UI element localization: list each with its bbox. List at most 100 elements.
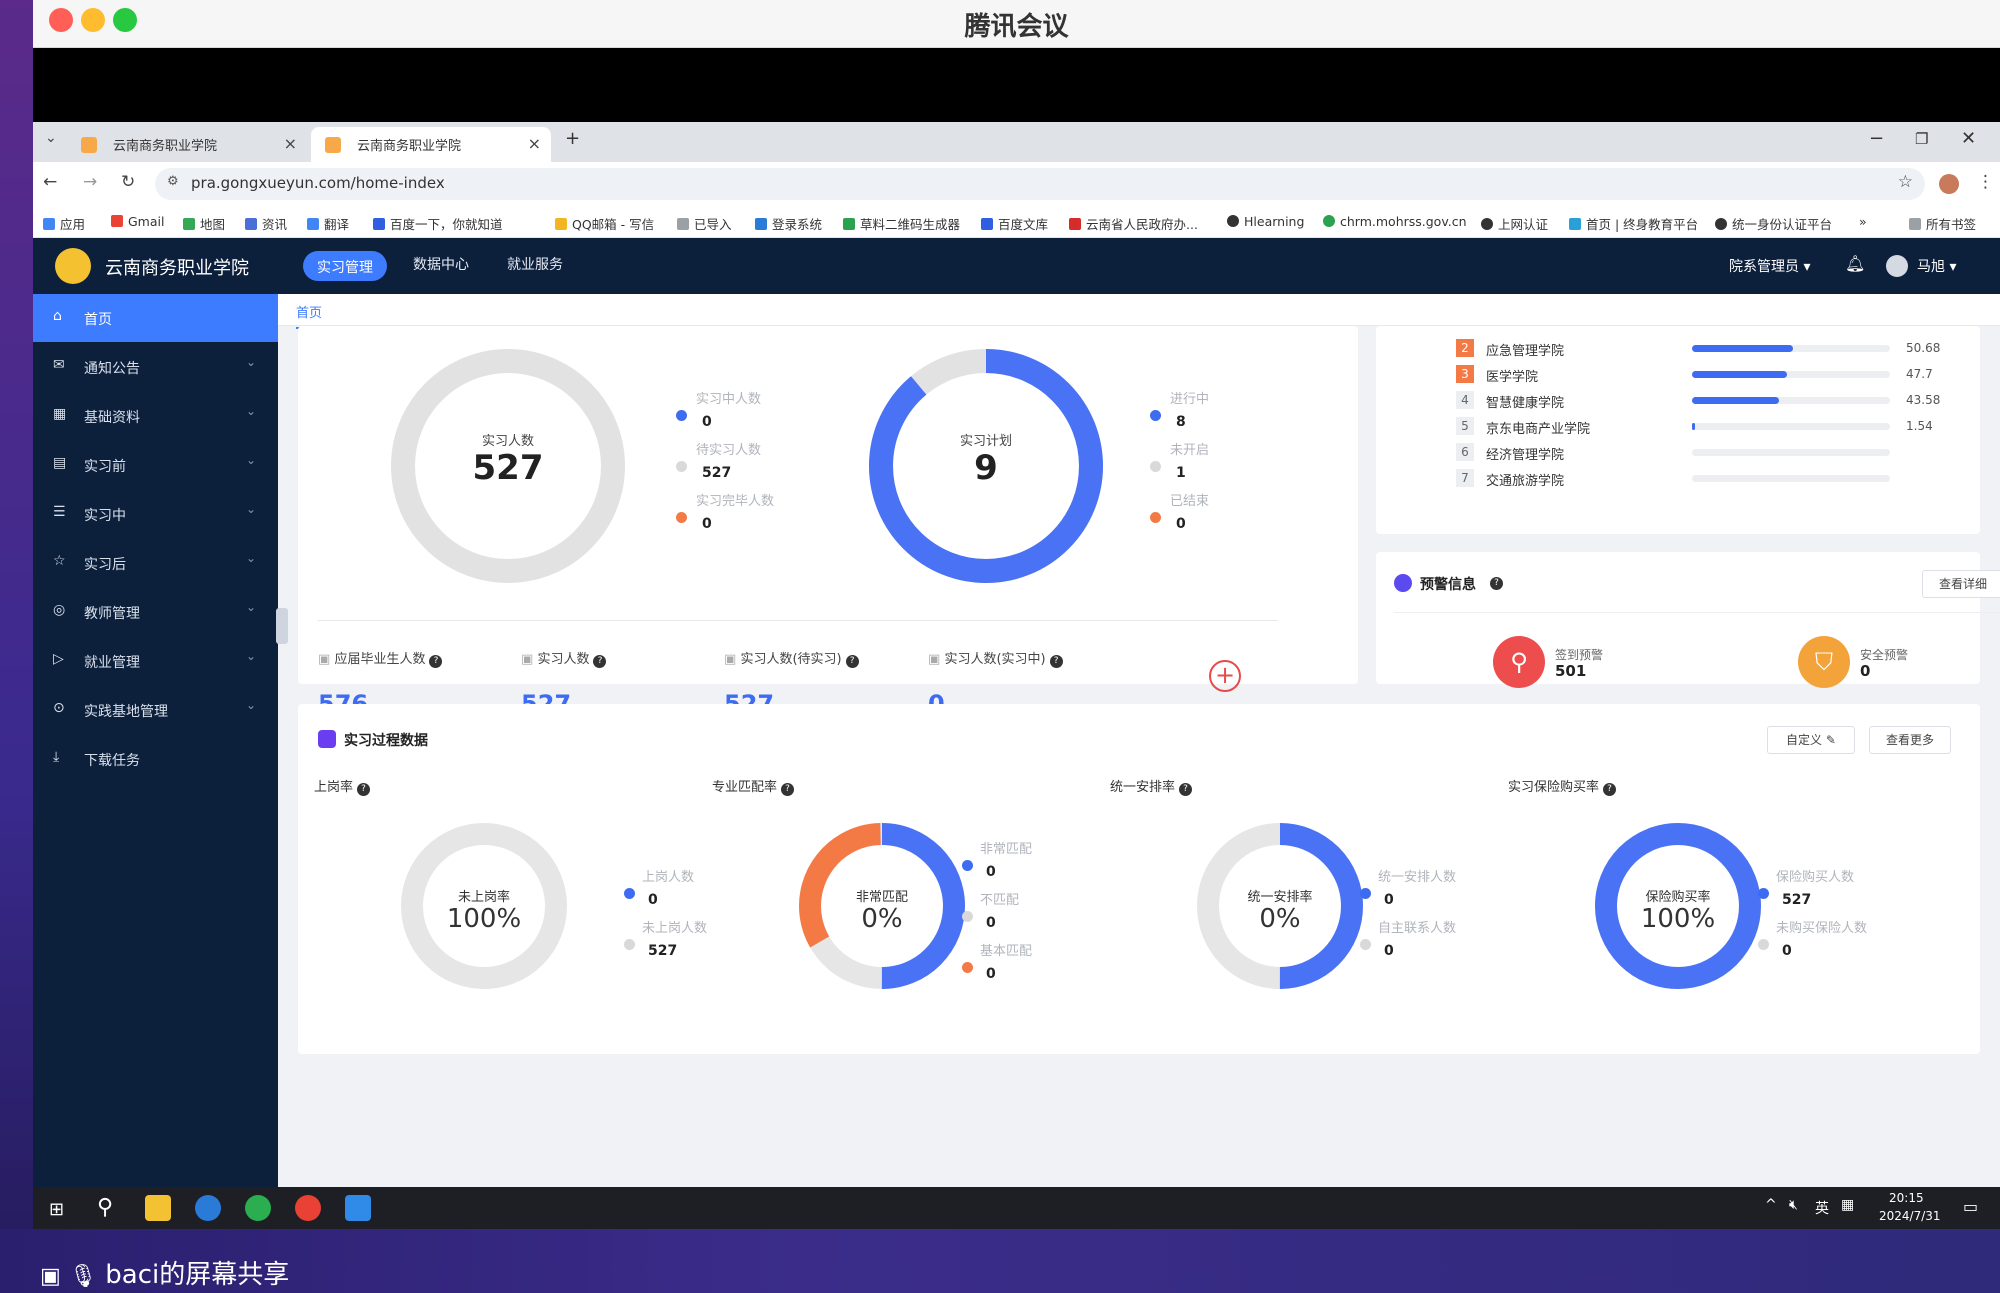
help-icon[interactable]: ? — [357, 783, 371, 796]
apps-grid-icon — [43, 218, 55, 230]
chrome-icon[interactable] — [295, 1195, 321, 1221]
forward-arrow-icon[interactable]: → — [83, 172, 98, 192]
site-info-icon[interactable]: ⚙ — [167, 174, 179, 189]
customize-button[interactable]: 自定义 ✎ — [1767, 726, 1855, 754]
search-icon[interactable]: ⚲ — [97, 1195, 114, 1220]
sidebar-item-post-internship[interactable]: ☆ 实习后 ⌄ — [53, 551, 256, 573]
ime-indicator[interactable]: 英 — [1815, 1201, 1829, 1217]
help-icon[interactable]: ? — [781, 783, 795, 796]
help-icon[interactable]: ? — [429, 655, 443, 668]
user-avatar[interactable] — [1886, 255, 1908, 277]
bookmark-item[interactable]: 地图 — [183, 214, 225, 233]
view-more-button[interactable]: 查看更多 — [1869, 726, 1951, 754]
wechat-icon[interactable] — [245, 1195, 271, 1221]
college-name: 京东电商产业学院 — [1486, 422, 1591, 437]
view-detail-button[interactable]: 查看详细 — [1922, 570, 2000, 598]
bookmark-item[interactable]: QQ邮箱 - 写信 — [555, 214, 654, 233]
warning-label: 安全预警 — [1860, 648, 1909, 662]
breadcrumb-home-tab[interactable]: 首页 — [296, 302, 323, 329]
help-icon[interactable]: ? — [1179, 783, 1193, 796]
divider — [318, 620, 1278, 621]
sidebar-item-teacher-management[interactable]: ◎ 教师管理 ⌄ — [53, 600, 256, 622]
rate-donut — [799, 823, 965, 989]
tab-title: 云南商务职业学院 — [357, 139, 462, 154]
sidebar-collapse-handle[interactable] — [276, 608, 288, 644]
system-tray-chevron-icon[interactable]: ^ — [1765, 1197, 1777, 1213]
help-icon[interactable]: ? — [1603, 783, 1617, 796]
ime-grid-icon[interactable]: ▦ — [1841, 1197, 1855, 1213]
close-tab-icon[interactable]: × — [283, 134, 297, 153]
user-menu[interactable]: 马旭 ▾ — [1917, 259, 1957, 275]
browser-tab-1[interactable]: 云南商务职业学院 × — [67, 127, 307, 162]
bookmark-item[interactable]: 已导入 — [677, 214, 732, 233]
tab-search-icon[interactable]: ⌄ — [45, 130, 57, 146]
profile-avatar-icon[interactable] — [1939, 174, 1959, 194]
donut-center-label: 统一安排率 — [1247, 890, 1313, 905]
reload-icon[interactable]: ↻ — [121, 172, 136, 192]
app-icon[interactable] — [195, 1195, 221, 1221]
legend-label: 未开启 — [1170, 443, 1210, 458]
help-icon[interactable]: ? — [1049, 655, 1063, 668]
sidebar-item-notices[interactable]: ✉ 通知公告 ⌄ — [53, 355, 256, 377]
bookmark-item[interactable]: 百度一下，你就知道 — [373, 214, 503, 233]
safety-warning[interactable]: ⛉ 安全预警 0 — [1798, 636, 1948, 692]
role-selector[interactable]: 院系管理员 ▾ — [1729, 259, 1811, 275]
bookmark-item[interactable]: 统一身份认证平台 — [1715, 214, 1832, 233]
bookmark-star-icon[interactable]: ☆ — [1897, 172, 1913, 192]
bookmark-item[interactable]: 资讯 — [245, 214, 287, 233]
sidebar-item-pre-internship[interactable]: ▤ 实习前 ⌄ — [53, 453, 256, 475]
bookmark-item[interactable]: Gmail — [111, 214, 164, 229]
maximize-window-button[interactable] — [113, 8, 137, 32]
bookmark-item[interactable]: 百度文库 — [981, 214, 1048, 233]
close-browser-button[interactable]: ✕ — [1961, 128, 1977, 149]
sidebar-item-during-internship[interactable]: ☰ 实习中 ⌄ — [53, 502, 256, 524]
minimize-window-button[interactable] — [81, 8, 105, 32]
legend-dot — [1150, 461, 1161, 472]
bookmark-item[interactable]: 草料二维码生成器 — [843, 214, 960, 233]
legend-value: 0 — [702, 516, 712, 532]
bookmark-item[interactable]: Hlearning — [1227, 214, 1304, 229]
sidebar-item-practice-base[interactable]: ⊙ 实践基地管理 ⌄ — [53, 698, 256, 720]
bell-icon[interactable]: 🔔︎ — [1845, 254, 1866, 273]
volume-muted-icon[interactable]: 🔇︎ — [1789, 1197, 1798, 1213]
sidebar-item-home[interactable]: ⌂ 首页 — [33, 294, 278, 342]
nav-internship-management[interactable]: 实习管理 — [303, 251, 387, 281]
browser-menu-icon[interactable]: ⋮ — [1977, 172, 1994, 192]
legend-dot — [676, 410, 687, 421]
photos-icon[interactable] — [345, 1195, 371, 1221]
sidebar-item-download-tasks[interactable]: ⤓ 下载任务 — [53, 749, 140, 769]
nav-employment-service[interactable]: 就业服务 — [507, 257, 563, 273]
add-stat-button[interactable]: + — [1209, 660, 1241, 692]
restore-button[interactable]: ❐ — [1915, 130, 1929, 148]
new-tab-button[interactable]: + — [565, 128, 581, 149]
bookmark-item[interactable]: 应用 — [43, 214, 85, 233]
bookmark-item[interactable]: 上网认证 — [1481, 214, 1548, 233]
close-tab-icon[interactable]: × — [527, 134, 541, 153]
sign-in-warning[interactable]: ⚲ 签到预警 501 — [1493, 636, 1643, 692]
sidebar-item-basic-data[interactable]: ▦ 基础资料 ⌄ — [53, 404, 256, 426]
browser-tab-2[interactable]: 云南商务职业学院 × — [311, 127, 551, 162]
help-icon[interactable]: ? — [845, 655, 859, 668]
back-arrow-icon[interactable]: ← — [43, 172, 58, 192]
bookmark-item[interactable]: 云南省人民政府办... — [1069, 214, 1198, 233]
chart-legend: 保险购买人数 527 未购买保险人数 0 — [1758, 866, 1898, 1026]
bookmark-item[interactable]: chrm.mohrss.gov.cn — [1323, 214, 1467, 229]
windows-start-icon[interactable]: ⊞ — [49, 1199, 65, 1220]
donut-center-label: 未上岗率 — [457, 890, 510, 905]
help-icon[interactable]: ? — [593, 655, 607, 668]
more-bookmarks-icon[interactable]: » — [1859, 214, 1867, 229]
help-icon[interactable]: ? — [1490, 577, 1503, 590]
sidebar-item-employment[interactable]: ▷ 就业管理 ⌄ — [53, 649, 256, 671]
bookmark-item[interactable]: 翻译 — [307, 214, 349, 233]
file-explorer-icon[interactable] — [145, 1195, 171, 1221]
tab-strip: ⌄ 云南商务职业学院 × 云南商务职业学院 × + − ❐ ✕ — [33, 122, 2000, 162]
nav-data-center[interactable]: 数据中心 — [413, 257, 469, 273]
all-bookmarks[interactable]: 所有书签 — [1909, 214, 1976, 233]
minimize-button[interactable]: − — [1869, 128, 1885, 149]
close-window-button[interactable] — [49, 8, 73, 32]
notification-icon[interactable]: ▭ — [1963, 1197, 1979, 1216]
bookmark-item[interactable]: 登录系统 — [755, 214, 822, 233]
ranking-row: 3 医学学院 47.7 — [1456, 364, 2000, 386]
url-input[interactable]: ⚙ pra.gongxueyun.com/home-index ☆ — [155, 168, 1925, 200]
bookmark-item[interactable]: 首页 | 终身教育平台 — [1569, 214, 1698, 233]
